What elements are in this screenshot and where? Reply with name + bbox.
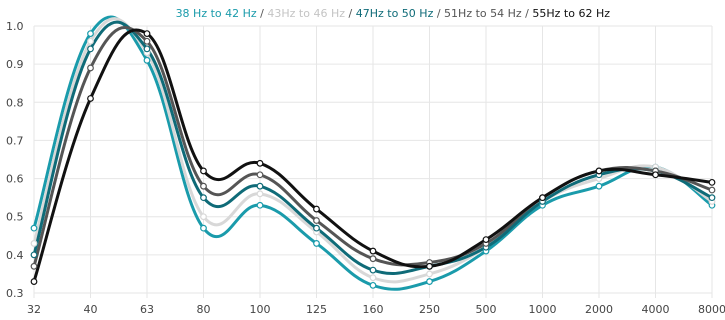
x-tick-label: 160 — [363, 303, 384, 316]
data-point[interactable] — [200, 182, 207, 190]
data-point[interactable] — [30, 278, 38, 285]
data-point[interactable] — [426, 278, 433, 285]
data-point[interactable] — [708, 186, 716, 194]
data-point[interactable] — [143, 45, 151, 53]
data-point[interactable] — [539, 194, 546, 202]
data-point[interactable] — [143, 30, 151, 38]
data-point[interactable] — [143, 37, 151, 45]
legend-entry[interactable]: 55Hz to 62 Hz — [532, 7, 610, 20]
data-point[interactable] — [256, 159, 264, 167]
data-point[interactable] — [256, 182, 264, 190]
y-axis-ticks: 0.3 0.4 0.5 0.6 0.7 0.8 0.9 1.0 — [6, 20, 24, 300]
x-tick-label: 500 — [476, 303, 497, 316]
data-point[interactable] — [426, 262, 433, 270]
y-tick-label: 0.3 — [6, 287, 24, 300]
x-tick-label: 32 — [27, 303, 41, 316]
x-tick-label: 100 — [250, 303, 271, 316]
x-tick-label: 63 — [140, 303, 154, 316]
data-point[interactable] — [30, 262, 38, 270]
data-point[interactable] — [200, 167, 207, 175]
y-tick-label: 0.7 — [6, 134, 24, 147]
x-tick-label: 125 — [306, 303, 327, 316]
x-tick-label: 80 — [197, 303, 211, 316]
data-point[interactable] — [313, 205, 320, 213]
data-point[interactable] — [313, 217, 320, 224]
y-tick-label: 0.9 — [6, 58, 24, 71]
y-tick-label: 1.0 — [6, 20, 24, 33]
legend: 38 Hz to 42 Hz / 43Hz to 46 Hz / 47Hz to… — [176, 7, 611, 20]
data-point[interactable] — [426, 270, 433, 278]
data-point[interactable] — [369, 255, 377, 263]
data-point[interactable] — [30, 251, 38, 259]
x-tick-label: 1000 — [529, 303, 557, 316]
x-tick-label: 250 — [419, 303, 440, 316]
data-point[interactable] — [30, 240, 38, 247]
data-point[interactable] — [652, 171, 659, 179]
x-tick-label: 2000 — [585, 303, 613, 316]
data-point[interactable] — [313, 224, 320, 232]
y-tick-label: 0.5 — [6, 211, 24, 224]
data-point[interactable] — [595, 167, 603, 175]
legend-separator: / — [433, 7, 444, 20]
y-tick-label: 0.6 — [6, 173, 24, 186]
legend-entry[interactable]: 43Hz to 46 Hz — [267, 7, 345, 20]
data-point[interactable] — [369, 247, 377, 255]
data-point[interactable] — [595, 182, 603, 190]
series-line — [32, 28, 714, 284]
legend-separator: / — [522, 7, 533, 20]
x-tick-label: 4000 — [642, 303, 670, 316]
y-tick-label: 0.8 — [6, 96, 24, 109]
y-tick-label: 0.4 — [6, 249, 24, 262]
data-point[interactable] — [708, 178, 716, 186]
legend-entry[interactable]: 47Hz to 50 Hz — [356, 7, 434, 20]
data-point[interactable] — [256, 190, 264, 198]
data-point[interactable] — [200, 224, 207, 232]
series-lines — [32, 15, 714, 291]
data-point[interactable] — [200, 194, 207, 202]
x-tick-label: 8000 — [698, 303, 725, 316]
data-point[interactable] — [256, 171, 264, 179]
data-point[interactable] — [708, 194, 716, 202]
data-point[interactable] — [369, 266, 377, 274]
series-line — [32, 20, 714, 275]
data-point[interactable] — [143, 56, 151, 64]
data-point[interactable] — [369, 281, 377, 289]
data-point[interactable] — [87, 95, 94, 102]
legend-separator: / — [257, 7, 268, 20]
legend-entry[interactable]: 38 Hz to 42 Hz — [176, 7, 257, 20]
data-point[interactable] — [87, 30, 94, 38]
data-point[interactable] — [30, 224, 38, 232]
series-line — [32, 17, 714, 284]
data-point[interactable] — [87, 37, 94, 45]
data-point[interactable] — [256, 201, 264, 209]
legend-separator: / — [345, 7, 356, 20]
x-axis-ticks: 32 40 63 80 100 125 160 250 500 1000 2000 4000 8000 — [27, 303, 725, 316]
data-point[interactable] — [200, 213, 207, 221]
legend-entry[interactable]: 51Hz to 54 Hz — [444, 7, 522, 20]
series-points — [30, 30, 716, 289]
data-point[interactable] — [87, 64, 94, 72]
data-point[interactable] — [313, 240, 320, 247]
data-point[interactable] — [87, 45, 94, 53]
data-point[interactable] — [369, 274, 377, 282]
data-point[interactable] — [482, 236, 490, 244]
x-tick-label: 40 — [84, 303, 98, 316]
